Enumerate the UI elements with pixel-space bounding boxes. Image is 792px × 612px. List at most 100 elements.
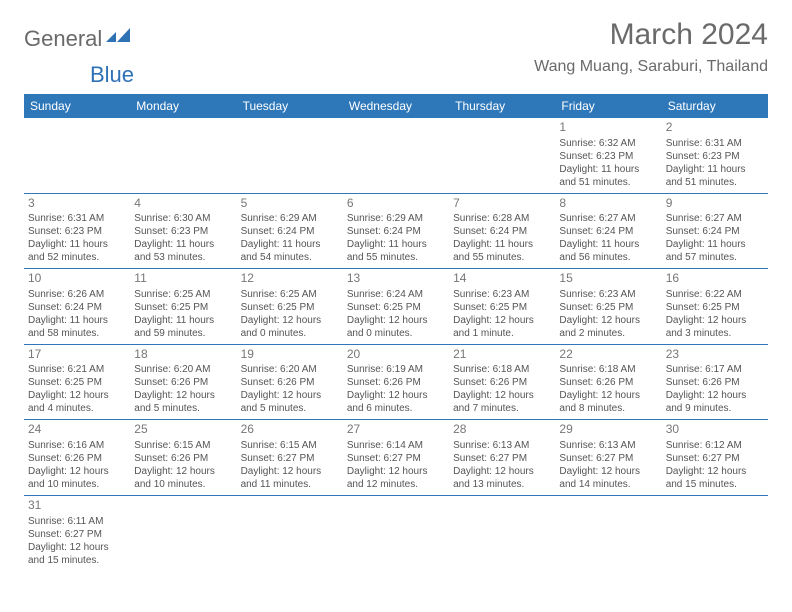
calendar-cell: 13Sunrise: 6:24 AMSunset: 6:25 PMDayligh… [343,269,449,345]
sunset-line: Sunset: 6:26 PM [453,376,551,389]
calendar-cell: 26Sunrise: 6:15 AMSunset: 6:27 PMDayligh… [237,420,343,496]
flag-icon [106,28,132,51]
sunset-line: Sunset: 6:25 PM [453,301,551,314]
sunset-line: Sunset: 6:27 PM [347,452,445,465]
calendar-row: 1Sunrise: 6:32 AMSunset: 6:23 PMDaylight… [24,118,768,193]
day-number: 21 [453,347,551,363]
calendar-cell: 5Sunrise: 6:29 AMSunset: 6:24 PMDaylight… [237,193,343,269]
sunrise-line: Sunrise: 6:18 AM [559,363,657,376]
calendar-cell: 3Sunrise: 6:31 AMSunset: 6:23 PMDaylight… [24,193,130,269]
day-number: 3 [28,196,126,212]
calendar-cell: 31Sunrise: 6:11 AMSunset: 6:27 PMDayligh… [24,495,130,570]
sunset-line: Sunset: 6:23 PM [28,225,126,238]
day-number: 6 [347,196,445,212]
sunset-line: Sunset: 6:27 PM [28,528,126,541]
day-number: 10 [28,271,126,287]
sunset-line: Sunset: 6:25 PM [559,301,657,314]
calendar-cell: 4Sunrise: 6:30 AMSunset: 6:23 PMDaylight… [130,193,236,269]
daylight-line: Daylight: 12 hours and 7 minutes. [453,389,551,415]
day-number: 26 [241,422,339,438]
calendar-cell: 8Sunrise: 6:27 AMSunset: 6:24 PMDaylight… [555,193,661,269]
sunset-line: Sunset: 6:26 PM [28,452,126,465]
calendar-cell: 2Sunrise: 6:31 AMSunset: 6:23 PMDaylight… [662,118,768,193]
day-number: 22 [559,347,657,363]
calendar-cell: 28Sunrise: 6:13 AMSunset: 6:27 PMDayligh… [449,420,555,496]
calendar-cell: 10Sunrise: 6:26 AMSunset: 6:24 PMDayligh… [24,269,130,345]
sunrise-line: Sunrise: 6:30 AM [134,212,232,225]
daylight-line: Daylight: 12 hours and 5 minutes. [134,389,232,415]
sunrise-line: Sunrise: 6:29 AM [347,212,445,225]
calendar-cell: 15Sunrise: 6:23 AMSunset: 6:25 PMDayligh… [555,269,661,345]
sunrise-line: Sunrise: 6:25 AM [134,288,232,301]
calendar-cell-empty [130,495,236,570]
sunset-line: Sunset: 6:25 PM [28,376,126,389]
sunset-line: Sunset: 6:27 PM [453,452,551,465]
sunset-line: Sunset: 6:24 PM [453,225,551,238]
sunset-line: Sunset: 6:24 PM [666,225,764,238]
sunrise-line: Sunrise: 6:12 AM [666,439,764,452]
day-number: 9 [666,196,764,212]
sunrise-line: Sunrise: 6:23 AM [559,288,657,301]
calendar-cell: 6Sunrise: 6:29 AMSunset: 6:24 PMDaylight… [343,193,449,269]
daylight-line: Daylight: 11 hours and 58 minutes. [28,314,126,340]
weekday-header: Wednesday [343,94,449,118]
sunset-line: Sunset: 6:27 PM [559,452,657,465]
sunset-line: Sunset: 6:26 PM [134,452,232,465]
day-number: 16 [666,271,764,287]
day-number: 14 [453,271,551,287]
month-title: March 2024 [534,18,768,52]
daylight-line: Daylight: 11 hours and 54 minutes. [241,238,339,264]
weekday-header: Saturday [662,94,768,118]
sunrise-line: Sunrise: 6:17 AM [666,363,764,376]
daylight-line: Daylight: 11 hours and 51 minutes. [559,163,657,189]
sunset-line: Sunset: 6:25 PM [666,301,764,314]
daylight-line: Daylight: 12 hours and 14 minutes. [559,465,657,491]
sunset-line: Sunset: 6:24 PM [347,225,445,238]
calendar-cell-empty [555,495,661,570]
sunrise-line: Sunrise: 6:16 AM [28,439,126,452]
calendar-cell: 17Sunrise: 6:21 AMSunset: 6:25 PMDayligh… [24,344,130,420]
calendar-cell: 19Sunrise: 6:20 AMSunset: 6:26 PMDayligh… [237,344,343,420]
calendar-cell: 22Sunrise: 6:18 AMSunset: 6:26 PMDayligh… [555,344,661,420]
sunrise-line: Sunrise: 6:26 AM [28,288,126,301]
calendar-cell: 20Sunrise: 6:19 AMSunset: 6:26 PMDayligh… [343,344,449,420]
calendar-cell: 25Sunrise: 6:15 AMSunset: 6:26 PMDayligh… [130,420,236,496]
sunset-line: Sunset: 6:24 PM [241,225,339,238]
daylight-line: Daylight: 11 hours and 55 minutes. [453,238,551,264]
calendar-cell: 29Sunrise: 6:13 AMSunset: 6:27 PMDayligh… [555,420,661,496]
calendar-cell-empty [130,118,236,193]
sunrise-line: Sunrise: 6:24 AM [347,288,445,301]
calendar-cell: 7Sunrise: 6:28 AMSunset: 6:24 PMDaylight… [449,193,555,269]
day-number: 27 [347,422,445,438]
daylight-line: Daylight: 12 hours and 8 minutes. [559,389,657,415]
sunrise-line: Sunrise: 6:21 AM [28,363,126,376]
sunset-line: Sunset: 6:23 PM [666,150,764,163]
sunrise-line: Sunrise: 6:20 AM [241,363,339,376]
day-number: 28 [453,422,551,438]
daylight-line: Daylight: 12 hours and 0 minutes. [347,314,445,340]
calendar-cell: 16Sunrise: 6:22 AMSunset: 6:25 PMDayligh… [662,269,768,345]
sunrise-line: Sunrise: 6:13 AM [453,439,551,452]
daylight-line: Daylight: 12 hours and 0 minutes. [241,314,339,340]
day-number: 23 [666,347,764,363]
day-number: 31 [28,498,126,514]
sunrise-line: Sunrise: 6:15 AM [134,439,232,452]
daylight-line: Daylight: 12 hours and 12 minutes. [347,465,445,491]
calendar-row: 31Sunrise: 6:11 AMSunset: 6:27 PMDayligh… [24,495,768,570]
sunrise-line: Sunrise: 6:19 AM [347,363,445,376]
sunrise-line: Sunrise: 6:31 AM [28,212,126,225]
sunset-line: Sunset: 6:23 PM [134,225,232,238]
calendar-cell-empty [237,118,343,193]
sunrise-line: Sunrise: 6:31 AM [666,137,764,150]
sunset-line: Sunset: 6:26 PM [134,376,232,389]
calendar-cell: 23Sunrise: 6:17 AMSunset: 6:26 PMDayligh… [662,344,768,420]
calendar-cell-empty [449,118,555,193]
calendar-cell: 18Sunrise: 6:20 AMSunset: 6:26 PMDayligh… [130,344,236,420]
calendar-table: SundayMondayTuesdayWednesdayThursdayFrid… [24,94,768,571]
day-number: 12 [241,271,339,287]
daylight-line: Daylight: 12 hours and 13 minutes. [453,465,551,491]
sunrise-line: Sunrise: 6:22 AM [666,288,764,301]
logo-text-blue: Blue [90,62,134,87]
day-number: 30 [666,422,764,438]
calendar-cell-empty [662,495,768,570]
